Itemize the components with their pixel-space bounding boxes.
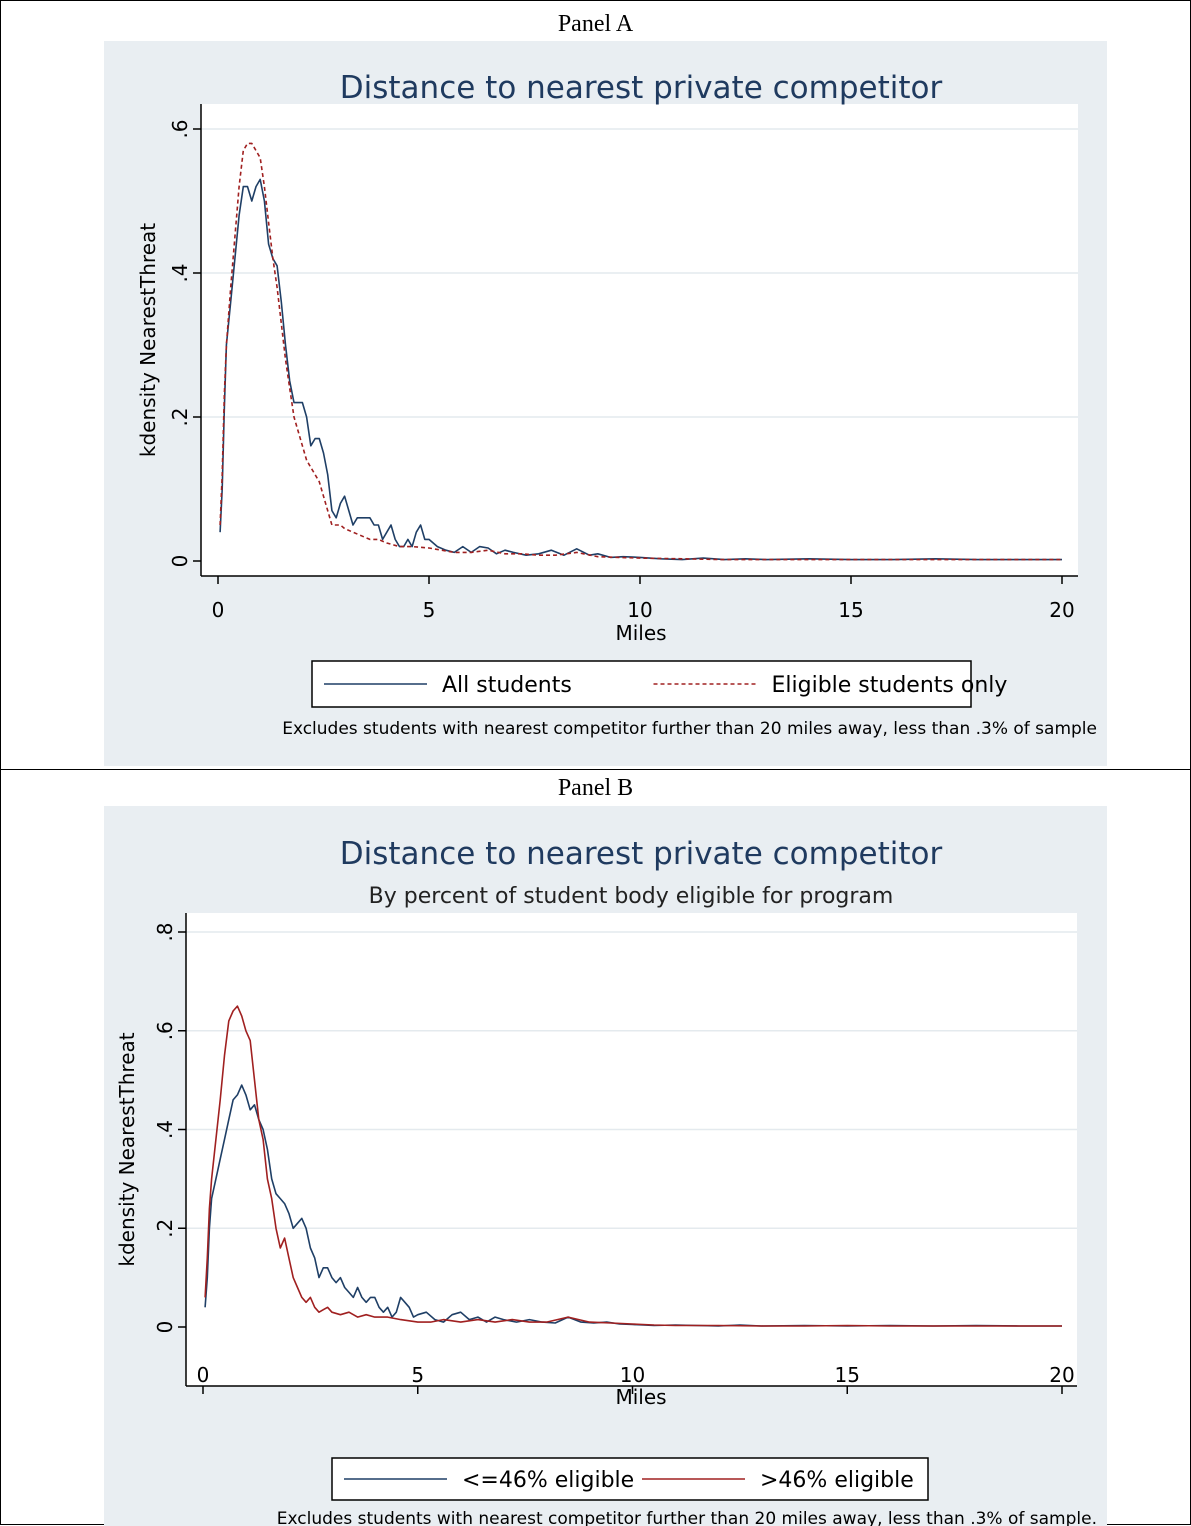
panel-b-x-tick-label: 0 <box>197 1363 210 1387</box>
panel-b-note: Excludes students with nearest competito… <box>277 1509 1097 1526</box>
panel-b-x-tick-label: 5 <box>411 1363 424 1387</box>
panel-b-series-line-2 <box>204 1005 1062 1327</box>
panel-a-chart-title: Distance to nearest private competitor <box>340 70 943 106</box>
panel-b-y-tick-label: .8 <box>153 922 177 941</box>
panel-b-x-tick-label: 15 <box>835 1363 860 1387</box>
panel-a-y-tick-label: .4 <box>168 263 192 282</box>
panel-b-x-tick-label: 20 <box>1049 1363 1074 1387</box>
panel-a-y-tick-label: .2 <box>168 407 192 426</box>
panel-b-label: Panel B <box>557 775 634 801</box>
panel-a-x-tick-label: 20 <box>1049 598 1074 622</box>
panel-a-plot-area <box>201 104 1078 576</box>
panel-a-x-tick-label: 15 <box>838 598 863 622</box>
panel-b-y-tick-label: 0 <box>153 1321 177 1334</box>
panel-a-series-line-2 <box>219 142 1062 561</box>
panel-b-y-tick-label: .2 <box>153 1219 177 1238</box>
panel-b-y-tick-label: .4 <box>153 1120 177 1139</box>
panel-a-x-tick-label: 10 <box>627 598 652 622</box>
panel-a-x-tick-label: 0 <box>212 598 225 622</box>
panel-b-chart: Distance to nearest private competitor By… <box>104 806 1107 1526</box>
panel-b-legend-label-1: <=46% eligible <box>462 1468 634 1493</box>
panel-b-legend-label-2: >46% eligible <box>760 1468 914 1493</box>
panel-a-x-tick-label: 5 <box>423 598 436 622</box>
panel-b-y-tick-label: .6 <box>153 1021 177 1040</box>
panel-a-y-tick-label: 0 <box>168 555 192 568</box>
panel-b-x-axis-label: Miles <box>615 1385 666 1409</box>
panel-b-x-tick-label: 10 <box>620 1363 645 1387</box>
panel-a-legend-label-1: All students <box>442 673 572 698</box>
panel-b-y-axis-label: kdensity NearestThreat <box>115 1032 139 1266</box>
panel-b-frame: Panel B Distance to nearest private comp… <box>0 769 1191 1526</box>
panel-a-note: Excludes students with nearest competito… <box>282 719 1097 739</box>
panel-a-y-axis-label: kdensity NearestThreat <box>136 223 160 457</box>
panel-a-frame: Panel A Distance to nearest private comp… <box>0 0 1191 770</box>
panel-a-legend-box <box>311 660 972 708</box>
panel-a-x-axis-label: Miles <box>615 621 666 645</box>
panel-a-chart: Distance to nearest private competitor 0.… <box>104 41 1107 766</box>
panel-b-chart-subtitle: By percent of student body eligible for … <box>369 884 894 909</box>
panel-a-legend-label-2: Eligible students only <box>772 673 1008 698</box>
panel-b-chart-title: Distance to nearest private competitor <box>340 836 943 872</box>
panel-b-plot-area <box>186 913 1077 1386</box>
panel-a-y-tick-label: .6 <box>168 119 192 138</box>
panel-a-label: Panel A <box>557 11 634 37</box>
